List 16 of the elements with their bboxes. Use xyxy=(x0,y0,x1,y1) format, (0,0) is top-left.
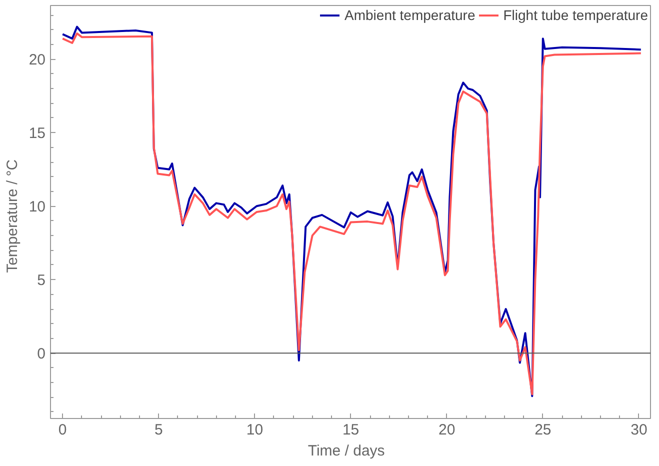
x-tick-label: 15 xyxy=(342,422,360,438)
x-tick-label: 0 xyxy=(58,422,67,438)
y-tick-label: 20 xyxy=(28,52,46,69)
x-tick-label: 25 xyxy=(534,422,552,438)
x-tick-label: 10 xyxy=(246,422,264,438)
x-tick-label: 30 xyxy=(630,422,648,438)
y-tick-label: 15 xyxy=(28,125,46,142)
y-tick-label: 0 xyxy=(37,346,46,363)
legend-label: Flight tube temperature xyxy=(503,7,648,23)
y-tick-label: 5 xyxy=(37,272,46,290)
y-axis-title: Temperature / °C xyxy=(4,159,21,273)
x-tick-label: 20 xyxy=(438,422,456,438)
x-axis-title: Time / days xyxy=(308,442,385,460)
x-tick-label: 5 xyxy=(154,422,163,438)
legend-label: Ambient temperature xyxy=(344,7,476,23)
y-tick-label: 10 xyxy=(28,198,46,216)
